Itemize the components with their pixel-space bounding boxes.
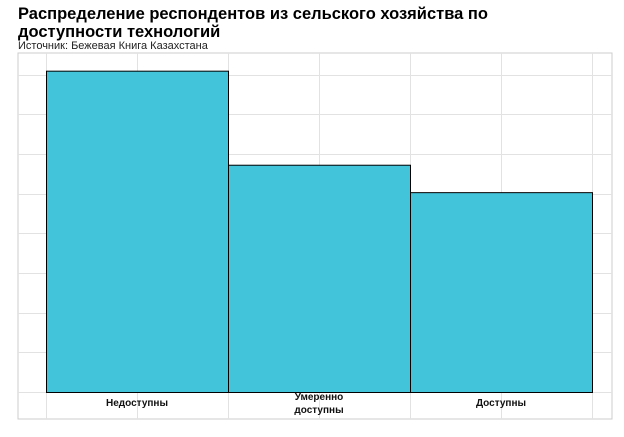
bar-layer: [46, 70, 593, 394]
x-tick-label: Недоступны: [106, 398, 168, 409]
bar-1: [46, 70, 229, 394]
x-tick-labels: Недоступны Умеренно доступны Доступны: [106, 392, 526, 416]
bar-2: [228, 164, 411, 393]
x-tick-label: доступны: [294, 405, 343, 416]
chart-subtitle: Источник: Бежевая Книга Казахстана: [18, 40, 208, 52]
chart-title: Распределение респондентов из сельского …: [18, 5, 488, 41]
bar-3: [410, 192, 593, 393]
x-tick-label: Доступны: [476, 398, 526, 409]
x-tick-label: Умеренно: [295, 392, 344, 403]
